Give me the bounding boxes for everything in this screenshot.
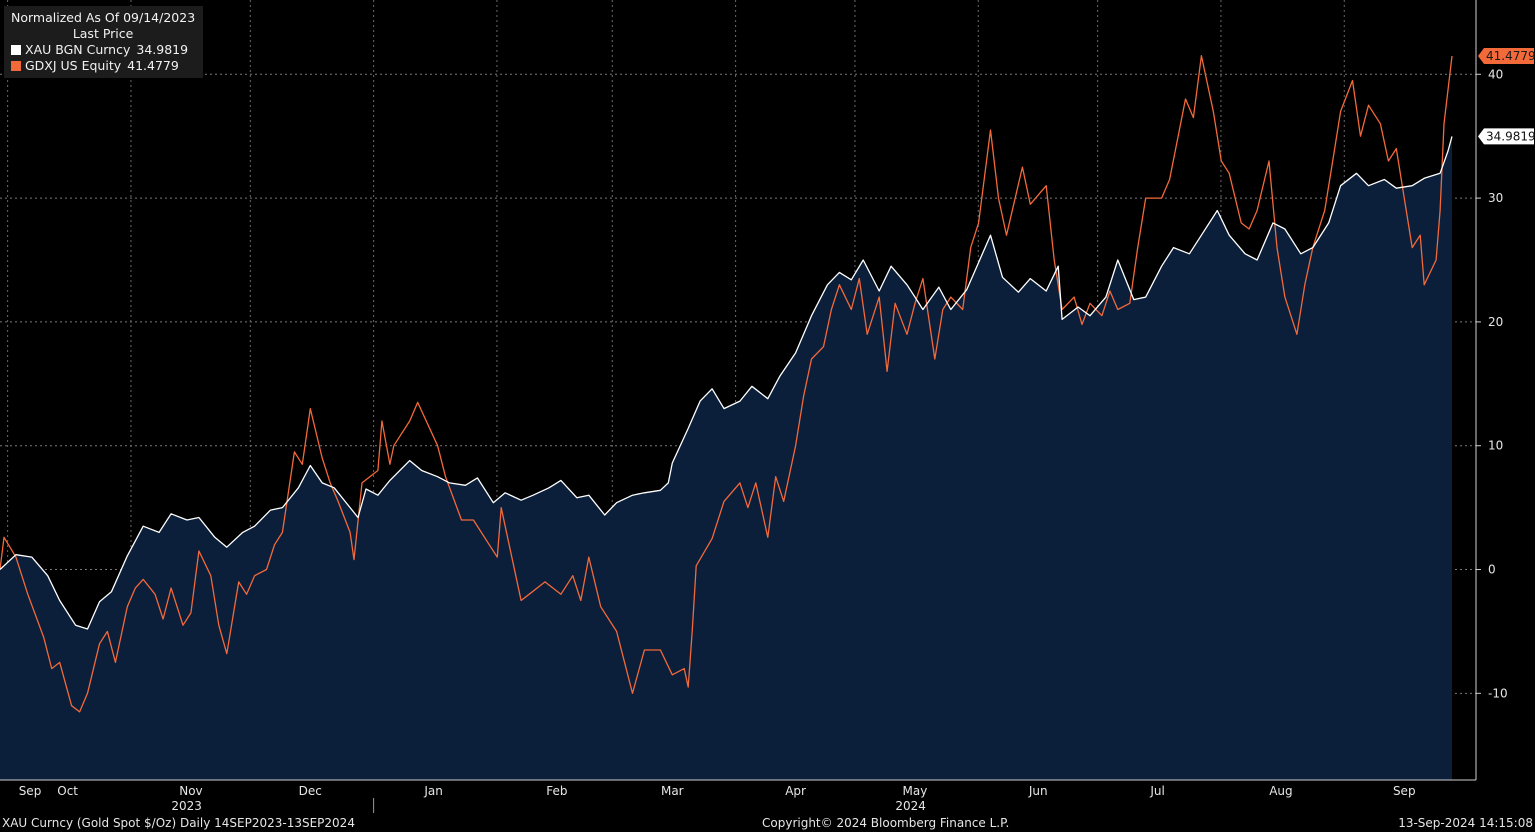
y-tick-label: 10 (1488, 439, 1503, 453)
legend-header: Normalized As Of 09/14/2023 (11, 10, 196, 25)
last-value-tag-xau: 34.9819 (1478, 128, 1535, 145)
last-value-tag-text: 34.9819 (1486, 129, 1535, 143)
gdxj-line (0, 55, 1453, 713)
last-value-tag-gdxj: 41.4779 (1478, 47, 1535, 64)
footer-copyright: Copyright© 2024 Bloomberg Finance L.P. (762, 816, 1010, 830)
legend-item-xau: XAU BGN Curncy 34.9819 (11, 42, 195, 58)
year-label: 2024 (895, 799, 926, 813)
y-tick-label: 30 (1488, 191, 1503, 205)
x-axis: Sep Oct Nov Dec Jan Feb Mar Apr May Jun Jul Aug Sep 2… (0, 779, 1476, 813)
legend-item-gdxj: GDXJ US Equity 41.4779 (11, 58, 195, 74)
y-tick-label: 40 (1488, 67, 1503, 81)
last-value-tag-text: 41.4779 (1486, 49, 1535, 63)
legend-value-xau: 34.9819 (136, 42, 189, 57)
x-tick-label: Mar (661, 784, 684, 798)
x-tick-label: Sep (1393, 784, 1416, 798)
x-tick-label: Oct (57, 784, 78, 798)
x-tick-label: Apr (785, 784, 806, 798)
x-tick-label: Jun (1028, 784, 1048, 798)
x-tick-label: Jul (1149, 784, 1164, 798)
series-lines (0, 55, 1453, 713)
footer: XAU Curncy (Gold Spot $/Oz) Daily 14SEP2… (0, 815, 1535, 832)
x-tick-label: May (903, 784, 928, 798)
xau-line (0, 136, 1453, 630)
y-tick-label: -10 (1488, 686, 1508, 700)
x-tick-label: Sep (19, 784, 42, 798)
xau-area-fill (0, 136, 1452, 780)
last-value-labels: 41.4779 34.9819 (1478, 47, 1535, 145)
legend-name-xau: XAU BGN Curncy (25, 42, 131, 57)
last-value-tag-bg (1478, 128, 1534, 145)
x-tick-label: Aug (1269, 784, 1292, 798)
footer-timestamp: 13-Sep-2024 14:15:08 (1398, 816, 1533, 830)
legend-subheader: Last Price (72, 26, 134, 41)
x-tick-label: Feb (546, 784, 567, 798)
legend-name-gdxj: GDXJ US Equity (25, 58, 122, 73)
y-tick-label: 0 (1488, 563, 1496, 577)
x-tick-label: Dec (299, 784, 322, 798)
x-tick-label: Nov (179, 784, 202, 798)
chart: -10 0 10 20 30 40 Sep Oct Nov Dec Jan Feb Mar Apr May… (0, 0, 1535, 815)
y-tick-label: 20 (1488, 315, 1503, 329)
footer-security: XAU Curncy (Gold Spot $/Oz) Daily 14SEP2… (2, 816, 355, 830)
legend-swatch-gdxj (11, 61, 21, 71)
legend-swatch-xau (11, 45, 21, 55)
x-tick-label: Jan (423, 784, 443, 798)
y-axis: -10 0 10 20 30 40 (1475, 0, 1508, 780)
legend-value-gdxj: 41.4779 (127, 58, 179, 73)
last-value-tag-bg (1478, 47, 1534, 64)
legend: Normalized As Of 09/14/2023 Last Price X… (4, 6, 204, 78)
year-label: 2023 (171, 799, 202, 813)
xau-area (0, 136, 1452, 780)
